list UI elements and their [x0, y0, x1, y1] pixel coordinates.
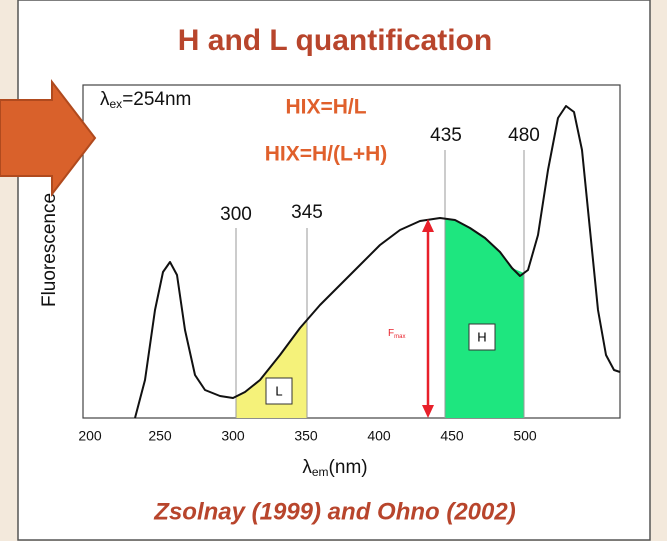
- marker-label: 480: [508, 125, 540, 146]
- pointer-arrow: [0, 79, 97, 197]
- x-tick-label: 250: [148, 428, 172, 444]
- h-region: [445, 218, 524, 418]
- arrow-head: [422, 219, 434, 232]
- marker-label: 300: [220, 204, 252, 225]
- x-axis-rest: (nm): [329, 457, 368, 478]
- spectrum-curve: [134, 105, 621, 419]
- l-box: [265, 377, 293, 405]
- x-axis-symbol: λ: [302, 457, 312, 478]
- x-tick-label: 350: [294, 428, 318, 444]
- x-tick-label: 200: [78, 428, 102, 444]
- y-axis-label: Fluorescence: [39, 193, 60, 307]
- x-tick-label: 500: [513, 428, 537, 444]
- x-axis-label: λem(nm): [302, 457, 367, 479]
- fmax-label: Fmax: [388, 328, 405, 340]
- x-tick-label: 300: [221, 428, 245, 444]
- arrow-head: [422, 405, 434, 418]
- marker-label: 435: [430, 125, 462, 146]
- x-axis-sub: em: [312, 465, 329, 479]
- formula: HIX=H/L: [285, 96, 366, 119]
- citation: Zsolnay (1999) and Ohno (2002): [153, 498, 515, 525]
- fmax-sub: max: [394, 334, 405, 340]
- excitation-sub: ex: [110, 97, 123, 111]
- fmax-main: F: [388, 328, 394, 339]
- title: H and L quantification: [178, 24, 492, 57]
- excitation-rest: =254nm: [122, 89, 191, 110]
- excitation: λex=254nm: [100, 89, 191, 111]
- marker-label: 345: [291, 202, 323, 223]
- x-tick-label: 450: [440, 428, 464, 444]
- marker-lines: [235, 150, 525, 418]
- plot-frame: [82, 84, 621, 419]
- x-tick-label: 400: [367, 428, 391, 444]
- fmax-arrow: [422, 219, 434, 418]
- formula: HIX=H/(L+H): [265, 143, 388, 166]
- excitation-symbol: λ: [100, 89, 110, 110]
- h-box: [468, 323, 496, 351]
- frame: [17, 0, 651, 541]
- l-label: L: [275, 383, 282, 398]
- h-label: H: [477, 329, 486, 344]
